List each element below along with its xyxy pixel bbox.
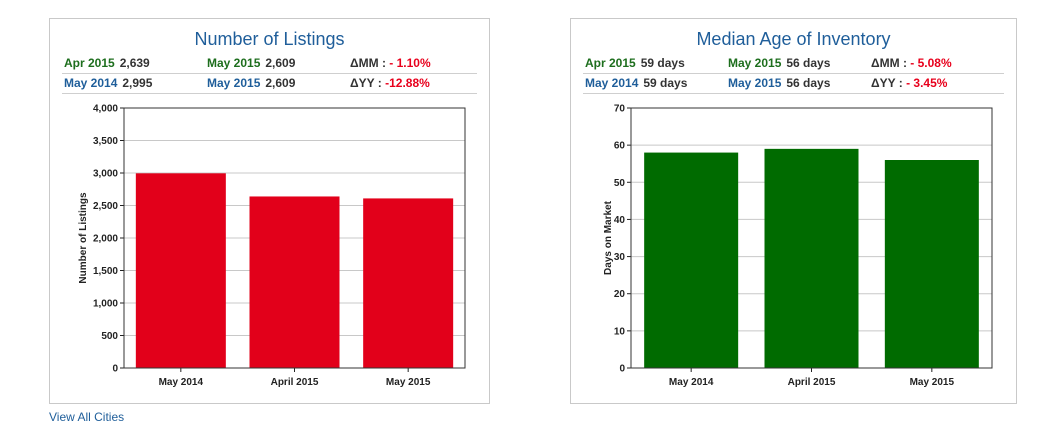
y-tick-label: 70 [614,104,626,115]
view-all-cities-link[interactable]: View All Cities [49,410,125,424]
delta-label: ΔMM : [871,56,907,70]
stat-value: 2,639 [119,56,150,70]
y-tick-label: 30 [614,252,626,263]
stat-prev: Apr 2015 59 days [585,56,685,70]
y-tick-label: 60 [614,141,626,152]
bar [135,173,226,368]
listings-panel: Number of Listings Apr 2015 2,639 May 201… [49,18,490,404]
stat-current: May 2015 56 days [728,76,830,90]
plot-frame [123,107,466,369]
stats-row-yy: May 2014 59 days May 2015 56 days ΔYY : - … [583,75,1004,94]
stat-value: 59 days [640,56,685,70]
stat-delta: ΔMM : - 5.08% [871,56,952,70]
stats-row-mm: Apr 2015 59 days May 2015 56 days ΔMM : - … [583,55,1004,74]
stat-value: 2,995 [122,76,153,90]
stat-current: May 2015 2,609 [207,76,295,90]
delta-label: ΔMM : [350,56,386,70]
bar [764,148,859,368]
stat-label: May 2015 [207,76,261,90]
inventory-age-panel: Median Age of Inventory Apr 2015 59 days … [570,18,1017,404]
listings-bar-chart: 0 500 1,000 1,500 2,000 2,500 3,000 3,500 4,000 M… [78,104,466,388]
y-tick-label: 40 [614,215,626,226]
stat-label: May 2015 [728,76,782,90]
x-tick-label: May 2014 [159,377,204,388]
y-tick-label: 1,000 [93,299,118,310]
x-tick-label: April 2015 [271,377,319,388]
stat-prev: May 2014 2,995 [64,76,152,90]
bar [644,152,739,368]
stat-label: Apr 2015 [64,56,115,70]
stat-label: May 2015 [207,56,261,70]
y-tick-label: 3,500 [93,136,118,147]
delta-value: - 1.10% [389,56,431,70]
y-tick-label: 0 [112,364,118,375]
bar [249,196,340,368]
stat-delta: ΔYY : - 3.45% [871,76,947,90]
inventory-age-bar-chart: 0 10 20 30 40 50 60 70 May 2014 April 2015 May 201… [603,104,993,388]
stat-label: Apr 2015 [585,56,636,70]
stats-row-mm: Apr 2015 2,639 May 2015 2,609 ΔMM : - 1.10… [62,55,477,74]
stat-label: May 2015 [728,56,782,70]
stat-value: 2,609 [265,76,296,90]
stat-label: May 2014 [64,76,118,90]
delta-label: ΔYY : [350,76,382,90]
y-tick-label: 2,000 [93,234,118,245]
delta-value: - 3.45% [906,76,948,90]
stat-label: May 2014 [585,76,639,90]
y-axis-label: Number of Listings [78,192,89,284]
stat-value: 56 days [786,56,831,70]
y-tick-label: 50 [614,178,626,189]
delta-value: - 5.08% [910,56,952,70]
y-tick-label: 2,500 [93,201,118,212]
stat-current: May 2015 2,609 [207,56,295,70]
y-tick-label: 4,000 [93,104,118,115]
stat-value: 59 days [643,76,688,90]
y-axis-label: Days on Market [603,200,614,275]
delta-value: -12.88% [385,76,430,90]
x-tick-label: May 2014 [669,377,714,388]
x-tick-label: May 2015 [910,377,955,388]
y-tick-label: 500 [101,331,118,342]
y-tick-label: 1,500 [93,266,118,277]
x-tick-label: May 2015 [386,377,431,388]
stat-prev: May 2014 59 days [585,76,687,90]
y-tick-label: 3,000 [93,169,118,180]
delta-label: ΔYY : [871,76,903,90]
panel-title: Number of Listings [194,29,345,49]
stat-prev: Apr 2015 2,639 [64,56,150,70]
stats-row-yy: May 2014 2,995 May 2015 2,609 ΔYY : -12.88… [62,75,477,94]
y-tick-label: 0 [619,364,625,375]
bar [363,198,454,368]
stat-value: 56 days [786,76,831,90]
plot-frame [630,107,993,369]
stat-current: May 2015 56 days [728,56,830,70]
y-tick-label: 20 [614,289,626,300]
x-tick-label: April 2015 [788,377,836,388]
stat-delta: ΔMM : - 1.10% [350,56,431,70]
panel-title: Median Age of Inventory [696,29,891,49]
stat-delta: ΔYY : -12.88% [350,76,430,90]
stat-value: 2,609 [265,56,296,70]
y-tick-label: 10 [614,326,626,337]
bar [884,160,979,368]
